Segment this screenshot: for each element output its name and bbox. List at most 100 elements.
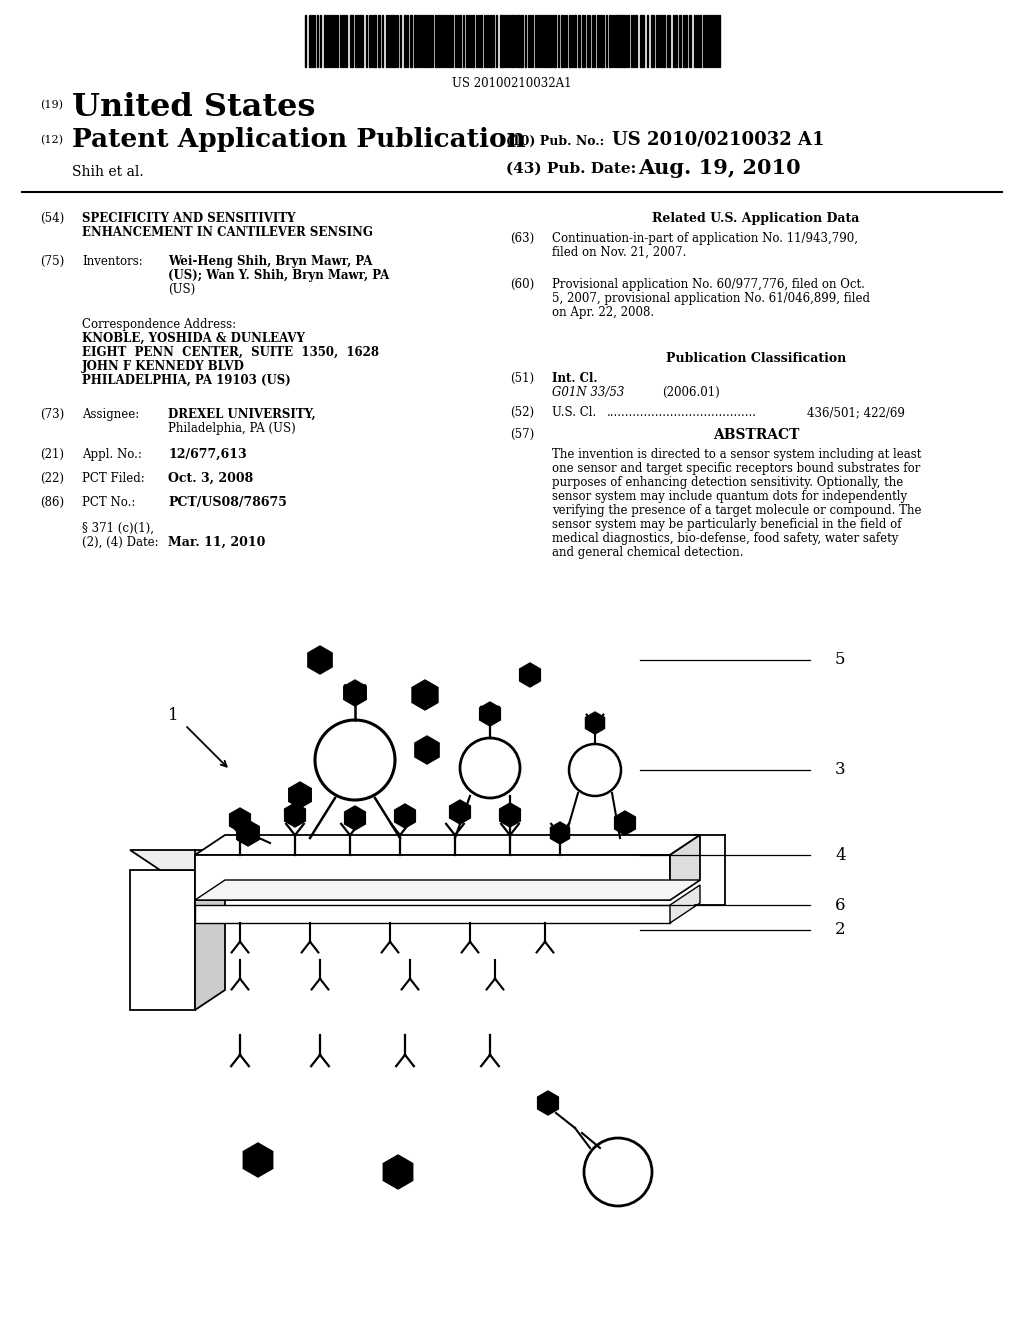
Text: (63): (63): [510, 232, 535, 246]
Bar: [350, 15, 353, 67]
Text: DREXEL UNIVERSITY,: DREXEL UNIVERSITY,: [168, 408, 315, 421]
Bar: [429, 15, 431, 67]
Bar: [414, 15, 416, 67]
Text: (10) Pub. No.:: (10) Pub. No.:: [506, 135, 604, 148]
Bar: [703, 15, 705, 67]
Bar: [609, 15, 611, 67]
Polygon shape: [479, 702, 501, 726]
Text: Inventors:: Inventors:: [82, 255, 142, 268]
Bar: [500, 15, 503, 67]
Bar: [521, 15, 523, 67]
Text: Assignee:: Assignee:: [82, 408, 139, 421]
Text: G01N 33/53: G01N 33/53: [552, 385, 625, 399]
Text: Provisional application No. 60/977,776, filed on Oct.: Provisional application No. 60/977,776, …: [552, 279, 865, 290]
Text: (52): (52): [510, 407, 535, 418]
Bar: [459, 15, 461, 67]
Text: sensor system may include quantum dots for independently: sensor system may include quantum dots f…: [552, 490, 907, 503]
Polygon shape: [289, 781, 311, 808]
Text: (2), (4) Date:: (2), (4) Date:: [82, 536, 159, 549]
Bar: [438, 15, 440, 67]
Polygon shape: [195, 850, 225, 1010]
Bar: [357, 15, 359, 67]
Bar: [651, 15, 654, 67]
Text: SPECIFICITY AND SENSITIVITY: SPECIFICITY AND SENSITIVITY: [82, 213, 296, 224]
Bar: [554, 15, 556, 67]
Bar: [574, 15, 575, 67]
Text: PCT No.:: PCT No.:: [82, 496, 135, 510]
Bar: [466, 15, 468, 67]
Text: (43) Pub. Date:: (43) Pub. Date:: [506, 162, 636, 176]
Text: filed on Nov. 21, 2007.: filed on Nov. 21, 2007.: [552, 246, 686, 259]
Bar: [324, 15, 326, 67]
Bar: [517, 15, 520, 67]
Text: (51): (51): [510, 372, 535, 385]
Polygon shape: [308, 645, 332, 675]
Text: medical diagnostics, bio-defense, food safety, water safety: medical diagnostics, bio-defense, food s…: [552, 532, 898, 545]
Text: Appl. No.:: Appl. No.:: [82, 447, 142, 461]
Text: ENHANCEMENT IN CANTILEVER SENSING: ENHANCEMENT IN CANTILEVER SENSING: [82, 226, 373, 239]
Polygon shape: [195, 855, 670, 900]
Bar: [635, 15, 637, 67]
Text: Correspondence Address:: Correspondence Address:: [82, 318, 237, 331]
Polygon shape: [195, 880, 700, 900]
Polygon shape: [394, 804, 416, 828]
Bar: [490, 15, 492, 67]
Bar: [620, 15, 622, 67]
Text: (US); Wan Y. Shih, Bryn Mawr, PA: (US); Wan Y. Shih, Bryn Mawr, PA: [168, 269, 389, 282]
Bar: [539, 15, 541, 67]
Polygon shape: [344, 680, 367, 706]
Polygon shape: [130, 870, 195, 1010]
Text: EIGHT  PENN  CENTER,  SUITE  1350,  1628: EIGHT PENN CENTER, SUITE 1350, 1628: [82, 346, 379, 359]
Bar: [449, 15, 451, 67]
Text: 3: 3: [835, 762, 846, 779]
Text: (73): (73): [40, 408, 65, 421]
Bar: [663, 15, 665, 67]
Text: KNOBLE, YOSHIDA & DUNLEAVY: KNOBLE, YOSHIDA & DUNLEAVY: [82, 333, 305, 345]
Text: 2: 2: [835, 921, 846, 939]
Bar: [716, 15, 718, 67]
Bar: [616, 15, 618, 67]
Bar: [578, 15, 580, 67]
Polygon shape: [586, 711, 604, 734]
Bar: [549, 15, 551, 67]
Text: (2006.01): (2006.01): [662, 385, 720, 399]
Polygon shape: [237, 820, 259, 846]
Text: Oct. 3, 2008: Oct. 3, 2008: [168, 473, 253, 484]
Bar: [512, 15, 514, 67]
Text: 1: 1: [168, 708, 178, 723]
Text: Patent Application Publication: Patent Application Publication: [72, 127, 525, 152]
Text: (21): (21): [40, 447, 63, 461]
Text: 4: 4: [835, 846, 846, 863]
Polygon shape: [229, 808, 251, 832]
Text: and general chemical detection.: and general chemical detection.: [552, 546, 743, 558]
Bar: [309, 15, 311, 67]
Polygon shape: [412, 680, 438, 710]
Text: Related U.S. Application Data: Related U.S. Application Data: [652, 213, 860, 224]
Polygon shape: [450, 800, 470, 824]
Text: Philadelphia, PA (US): Philadelphia, PA (US): [168, 422, 296, 436]
Text: United States: United States: [72, 92, 315, 123]
Circle shape: [315, 719, 395, 800]
Text: PCT Filed:: PCT Filed:: [82, 473, 144, 484]
Bar: [623, 15, 625, 67]
Text: (60): (60): [510, 279, 535, 290]
Text: 5: 5: [835, 652, 846, 668]
Bar: [699, 15, 701, 67]
Text: (86): (86): [40, 496, 65, 510]
Bar: [640, 15, 642, 67]
Polygon shape: [345, 807, 366, 830]
Text: Int. Cl.: Int. Cl.: [552, 372, 597, 385]
Polygon shape: [383, 1155, 413, 1189]
Text: (75): (75): [40, 255, 65, 268]
Polygon shape: [551, 822, 569, 843]
Text: § 371 (c)(1),: § 371 (c)(1),: [82, 521, 154, 535]
Text: (22): (22): [40, 473, 63, 484]
Bar: [426, 15, 428, 67]
Bar: [419, 15, 421, 67]
Polygon shape: [670, 884, 700, 923]
Bar: [373, 15, 376, 67]
Text: one sensor and target specific receptors bound substrates for: one sensor and target specific receptors…: [552, 462, 921, 475]
Bar: [696, 15, 698, 67]
Text: ........................................: ........................................: [607, 407, 757, 418]
Bar: [600, 15, 602, 67]
